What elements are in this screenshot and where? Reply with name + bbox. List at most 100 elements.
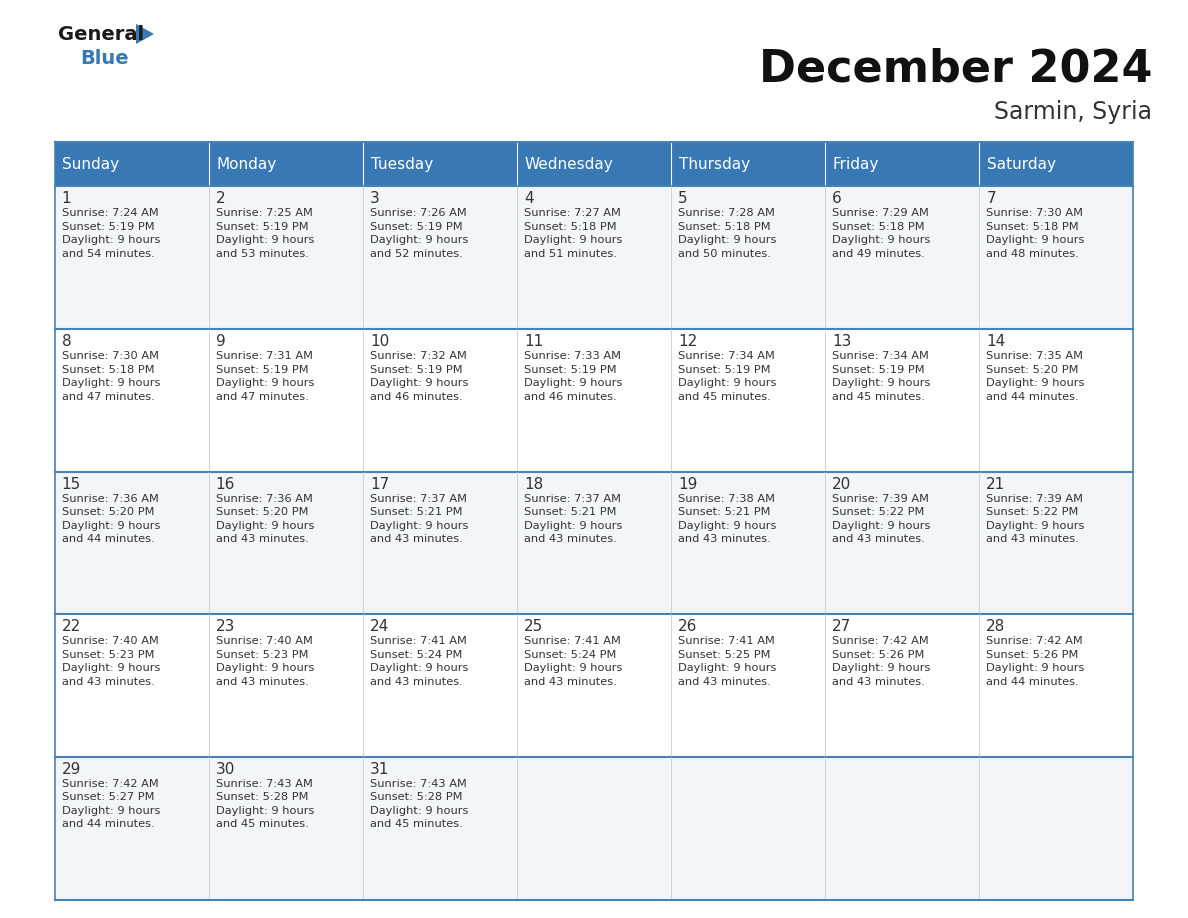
Text: Sunrise: 7:30 AM: Sunrise: 7:30 AM xyxy=(62,351,159,361)
Text: Sunset: 5:19 PM: Sunset: 5:19 PM xyxy=(369,364,462,375)
Text: and 43 minutes.: and 43 minutes. xyxy=(216,534,309,544)
Text: Daylight: 9 hours: Daylight: 9 hours xyxy=(369,235,468,245)
Text: Sunrise: 7:42 AM: Sunrise: 7:42 AM xyxy=(832,636,929,646)
Text: and 43 minutes.: and 43 minutes. xyxy=(369,677,462,687)
Bar xyxy=(517,142,671,186)
Text: Daylight: 9 hours: Daylight: 9 hours xyxy=(62,378,160,388)
Text: Sunset: 5:18 PM: Sunset: 5:18 PM xyxy=(62,364,154,375)
Text: and 49 minutes.: and 49 minutes. xyxy=(832,249,925,259)
Text: Tuesday: Tuesday xyxy=(371,157,432,172)
Text: and 51 minutes.: and 51 minutes. xyxy=(524,249,617,259)
Text: and 52 minutes.: and 52 minutes. xyxy=(369,249,462,259)
Text: Daylight: 9 hours: Daylight: 9 hours xyxy=(216,378,314,388)
Text: Sunrise: 7:37 AM: Sunrise: 7:37 AM xyxy=(524,494,621,504)
Text: and 48 minutes.: and 48 minutes. xyxy=(986,249,1079,259)
Text: Sunrise: 7:32 AM: Sunrise: 7:32 AM xyxy=(369,351,467,361)
Text: Sunrise: 7:38 AM: Sunrise: 7:38 AM xyxy=(678,494,775,504)
Text: Sunset: 5:19 PM: Sunset: 5:19 PM xyxy=(369,222,462,232)
Text: Sunrise: 7:41 AM: Sunrise: 7:41 AM xyxy=(369,636,467,646)
Text: Sarmin, Syria: Sarmin, Syria xyxy=(994,100,1152,124)
Text: and 43 minutes.: and 43 minutes. xyxy=(986,534,1079,544)
Text: 10: 10 xyxy=(369,334,390,349)
Text: Sunrise: 7:41 AM: Sunrise: 7:41 AM xyxy=(678,636,775,646)
Text: 20: 20 xyxy=(832,476,852,492)
Text: Blue: Blue xyxy=(80,49,128,68)
Text: Daylight: 9 hours: Daylight: 9 hours xyxy=(216,235,314,245)
Text: Sunset: 5:21 PM: Sunset: 5:21 PM xyxy=(524,507,617,517)
Text: Sunrise: 7:26 AM: Sunrise: 7:26 AM xyxy=(369,208,467,218)
Text: Sunset: 5:19 PM: Sunset: 5:19 PM xyxy=(62,222,154,232)
Text: Daylight: 9 hours: Daylight: 9 hours xyxy=(832,664,930,673)
Text: Monday: Monday xyxy=(216,157,277,172)
Bar xyxy=(209,142,362,186)
Text: Sunset: 5:19 PM: Sunset: 5:19 PM xyxy=(678,364,771,375)
Text: Sunrise: 7:36 AM: Sunrise: 7:36 AM xyxy=(62,494,158,504)
Text: 21: 21 xyxy=(986,476,1005,492)
Text: 29: 29 xyxy=(62,762,81,777)
Text: 4: 4 xyxy=(524,191,533,207)
Text: Sunset: 5:19 PM: Sunset: 5:19 PM xyxy=(216,222,309,232)
Text: Daylight: 9 hours: Daylight: 9 hours xyxy=(678,378,777,388)
Text: Daylight: 9 hours: Daylight: 9 hours xyxy=(986,378,1085,388)
Text: Daylight: 9 hours: Daylight: 9 hours xyxy=(62,235,160,245)
Text: Sunrise: 7:37 AM: Sunrise: 7:37 AM xyxy=(369,494,467,504)
Text: Sunrise: 7:27 AM: Sunrise: 7:27 AM xyxy=(524,208,621,218)
Text: Sunset: 5:23 PM: Sunset: 5:23 PM xyxy=(216,650,308,660)
Text: and 45 minutes.: and 45 minutes. xyxy=(678,391,771,401)
Text: Daylight: 9 hours: Daylight: 9 hours xyxy=(832,378,930,388)
Text: Sunrise: 7:30 AM: Sunrise: 7:30 AM xyxy=(986,208,1083,218)
Text: Sunset: 5:23 PM: Sunset: 5:23 PM xyxy=(62,650,154,660)
Text: Sunset: 5:18 PM: Sunset: 5:18 PM xyxy=(832,222,924,232)
Text: Sunrise: 7:39 AM: Sunrise: 7:39 AM xyxy=(986,494,1083,504)
Text: Daylight: 9 hours: Daylight: 9 hours xyxy=(369,806,468,816)
Text: and 44 minutes.: and 44 minutes. xyxy=(62,820,154,830)
Text: 2: 2 xyxy=(216,191,226,207)
Text: and 45 minutes.: and 45 minutes. xyxy=(832,391,925,401)
Text: and 45 minutes.: and 45 minutes. xyxy=(216,820,309,830)
Text: Sunset: 5:20 PM: Sunset: 5:20 PM xyxy=(62,507,154,517)
Text: 5: 5 xyxy=(678,191,688,207)
Text: 1: 1 xyxy=(62,191,71,207)
Text: and 47 minutes.: and 47 minutes. xyxy=(62,391,154,401)
Text: Daylight: 9 hours: Daylight: 9 hours xyxy=(678,664,777,673)
Text: 7: 7 xyxy=(986,191,996,207)
Text: Sunset: 5:21 PM: Sunset: 5:21 PM xyxy=(369,507,462,517)
Text: and 43 minutes.: and 43 minutes. xyxy=(524,677,617,687)
Text: and 43 minutes.: and 43 minutes. xyxy=(524,534,617,544)
Text: Sunset: 5:18 PM: Sunset: 5:18 PM xyxy=(986,222,1079,232)
Text: Sunset: 5:24 PM: Sunset: 5:24 PM xyxy=(524,650,617,660)
Text: and 46 minutes.: and 46 minutes. xyxy=(369,391,462,401)
Text: 11: 11 xyxy=(524,334,543,349)
Bar xyxy=(55,142,209,186)
Text: Sunrise: 7:39 AM: Sunrise: 7:39 AM xyxy=(832,494,929,504)
Text: and 43 minutes.: and 43 minutes. xyxy=(832,534,925,544)
Text: December 2024: December 2024 xyxy=(759,48,1152,90)
Text: Sunrise: 7:33 AM: Sunrise: 7:33 AM xyxy=(524,351,621,361)
Text: 18: 18 xyxy=(524,476,543,492)
Text: 26: 26 xyxy=(678,620,697,634)
Text: Daylight: 9 hours: Daylight: 9 hours xyxy=(678,235,777,245)
Text: Daylight: 9 hours: Daylight: 9 hours xyxy=(832,521,930,531)
Text: Sunrise: 7:43 AM: Sunrise: 7:43 AM xyxy=(216,779,312,789)
Text: 25: 25 xyxy=(524,620,543,634)
Text: Daylight: 9 hours: Daylight: 9 hours xyxy=(524,664,623,673)
Text: Wednesday: Wednesday xyxy=(525,157,613,172)
Text: 27: 27 xyxy=(832,620,852,634)
Text: and 43 minutes.: and 43 minutes. xyxy=(369,534,462,544)
Text: Daylight: 9 hours: Daylight: 9 hours xyxy=(678,521,777,531)
Text: and 50 minutes.: and 50 minutes. xyxy=(678,249,771,259)
Text: Sunrise: 7:42 AM: Sunrise: 7:42 AM xyxy=(986,636,1083,646)
Bar xyxy=(979,142,1133,186)
Text: Daylight: 9 hours: Daylight: 9 hours xyxy=(216,664,314,673)
Text: Sunset: 5:28 PM: Sunset: 5:28 PM xyxy=(216,792,308,802)
Text: and 44 minutes.: and 44 minutes. xyxy=(986,391,1079,401)
Text: Friday: Friday xyxy=(833,157,879,172)
Text: 17: 17 xyxy=(369,476,390,492)
Text: 22: 22 xyxy=(62,620,81,634)
Text: and 44 minutes.: and 44 minutes. xyxy=(986,677,1079,687)
Text: and 43 minutes.: and 43 minutes. xyxy=(216,677,309,687)
Text: 15: 15 xyxy=(62,476,81,492)
Text: 12: 12 xyxy=(678,334,697,349)
Text: Daylight: 9 hours: Daylight: 9 hours xyxy=(62,521,160,531)
Bar xyxy=(55,186,1133,329)
